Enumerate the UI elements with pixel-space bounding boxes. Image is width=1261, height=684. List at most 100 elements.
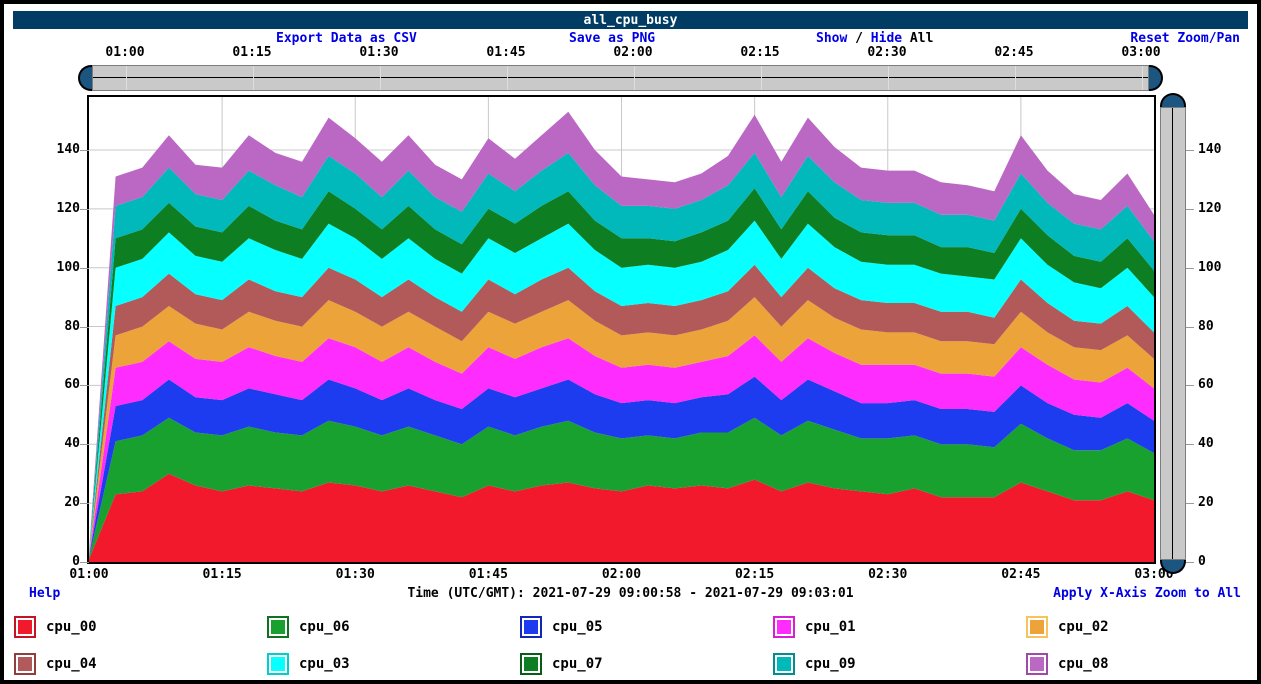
range-slider-right-handle[interactable] bbox=[1149, 65, 1163, 91]
show-hide-all-control: Show / Hide All bbox=[816, 31, 933, 46]
y-tick-label-right: 20 bbox=[1198, 495, 1214, 511]
area-series-cpu_04[interactable] bbox=[89, 264, 1154, 555]
y-tick-mark-left bbox=[80, 385, 89, 387]
area-series-cpu_03[interactable] bbox=[89, 220, 1154, 555]
legend-item-cpu_06[interactable]: cpu_06 bbox=[267, 615, 520, 638]
show-hide-all-suffix: All bbox=[902, 31, 934, 46]
y-tick-mark-right bbox=[1185, 208, 1194, 210]
apply-xaxis-zoom-link[interactable]: Apply X-Axis Zoom to All bbox=[1053, 586, 1241, 601]
legend-swatch-cpu_08 bbox=[1026, 652, 1048, 675]
slider-time-label: 01:00 bbox=[105, 45, 145, 60]
range-slider-track[interactable] bbox=[92, 65, 1149, 91]
y-tick-label-left: 100 bbox=[56, 259, 80, 275]
page-title: all_cpu_busy bbox=[583, 12, 678, 28]
y-tick-label-left: 140 bbox=[56, 141, 80, 157]
legend-swatch-cpu_04 bbox=[14, 652, 36, 675]
legend-swatch-cpu_09 bbox=[773, 652, 795, 675]
help-link[interactable]: Help bbox=[29, 586, 61, 601]
vertical-slider-top-handle[interactable] bbox=[1160, 93, 1186, 107]
slider-time-label: 02:15 bbox=[740, 45, 780, 60]
y-tick-label-right: 140 bbox=[1198, 141, 1222, 157]
save-png-link[interactable]: Save as PNG bbox=[569, 31, 656, 46]
time-range-label: Time (UTC/GMT): 2021-07-29 09:00:58 - 20… bbox=[407, 586, 854, 601]
y-tick-mark-left bbox=[80, 444, 89, 446]
legend-item-cpu_00[interactable]: cpu_00 bbox=[14, 615, 267, 638]
legend-label: cpu_06 bbox=[299, 618, 350, 635]
area-series-cpu_08[interactable] bbox=[89, 111, 1154, 553]
vertical-slider-track[interactable] bbox=[1160, 107, 1186, 560]
legend-item-cpu_08[interactable]: cpu_08 bbox=[1026, 652, 1257, 675]
slider-tick bbox=[253, 66, 254, 90]
y-tick-label-left: 40 bbox=[64, 436, 80, 452]
y-tick-mark-right bbox=[1185, 326, 1194, 328]
y-tick-label-left: 0 bbox=[72, 554, 80, 569]
area-series-cpu_01[interactable] bbox=[89, 335, 1154, 557]
show-hide-separator: / bbox=[847, 31, 871, 46]
y-tick-mark-right bbox=[1185, 503, 1194, 505]
legend-label: cpu_09 bbox=[805, 655, 856, 672]
x-tick-label: 02:30 bbox=[868, 567, 908, 582]
vertical-slider-axis-line bbox=[1172, 108, 1173, 559]
legend-swatch-cpu_00 bbox=[14, 615, 36, 638]
y-tick-mark-right bbox=[1185, 267, 1194, 269]
y-tick-label-left: 20 bbox=[64, 495, 80, 511]
legend-item-cpu_05[interactable]: cpu_05 bbox=[520, 615, 773, 638]
slider-time-label: 02:00 bbox=[613, 45, 653, 60]
slider-tick bbox=[634, 66, 635, 90]
slider-time-label: 02:45 bbox=[994, 45, 1034, 60]
slider-tick bbox=[1015, 66, 1016, 90]
legend-item-cpu_07[interactable]: cpu_07 bbox=[520, 652, 773, 675]
area-series-cpu_06[interactable] bbox=[89, 417, 1154, 560]
legend-swatch-cpu_03 bbox=[267, 652, 289, 675]
chart-plot-area[interactable] bbox=[87, 95, 1156, 564]
legend-label: cpu_07 bbox=[552, 655, 603, 672]
area-series-cpu_09[interactable] bbox=[89, 152, 1154, 553]
legend-item-cpu_04[interactable]: cpu_04 bbox=[14, 652, 267, 675]
slider-tick bbox=[380, 66, 381, 90]
y-tick-label-right: 80 bbox=[1198, 318, 1214, 334]
y-tick-mark-right bbox=[1185, 149, 1194, 151]
y-tick-label-left: 60 bbox=[64, 377, 80, 393]
x-tick-label: 01:15 bbox=[202, 567, 242, 582]
x-tick-label: 02:00 bbox=[601, 567, 642, 582]
hide-all-link[interactable]: Hide bbox=[870, 31, 903, 46]
legend-item-cpu_03[interactable]: cpu_03 bbox=[267, 652, 520, 675]
legend-label: cpu_04 bbox=[46, 655, 97, 672]
area-series-cpu_07[interactable] bbox=[89, 188, 1154, 554]
slider-time-label: 01:45 bbox=[486, 45, 526, 60]
export-csv-link[interactable]: Export Data as CSV bbox=[276, 31, 417, 46]
legend: cpu_00 cpu_06 cpu_05 cpu_01 cpu_02 cpu_04 cpu_… bbox=[14, 608, 1257, 680]
range-slider-left-handle[interactable] bbox=[78, 65, 92, 91]
legend-item-cpu_01[interactable]: cpu_01 bbox=[773, 615, 1026, 638]
legend-swatch-cpu_01 bbox=[773, 615, 795, 638]
stacked-area-chart[interactable] bbox=[89, 97, 1154, 562]
area-series-cpu_00[interactable] bbox=[89, 473, 1154, 562]
x-tick-label: 01:30 bbox=[335, 567, 375, 582]
x-tick-label: 02:15 bbox=[735, 567, 775, 582]
y-tick-mark-left bbox=[80, 562, 89, 563]
y-tick-label-right: 120 bbox=[1198, 200, 1222, 216]
area-series-cpu_02[interactable] bbox=[89, 297, 1154, 556]
y-tick-mark-left bbox=[80, 326, 89, 328]
reset-zoom-pan-link[interactable]: Reset Zoom/Pan bbox=[1130, 31, 1240, 46]
toolbar: Export Data as CSV Save as PNG Show / Hi… bbox=[4, 31, 1257, 47]
slider-tick bbox=[507, 66, 508, 90]
legend-swatch-cpu_02 bbox=[1026, 615, 1048, 638]
x-tick-label: 01:00 bbox=[69, 567, 109, 582]
legend-swatch-cpu_06 bbox=[267, 615, 289, 638]
slider-time-label: 02:30 bbox=[867, 45, 907, 60]
y-tick-mark-left bbox=[80, 267, 89, 269]
y-tick-mark-right bbox=[1185, 444, 1194, 446]
legend-label: cpu_08 bbox=[1058, 655, 1109, 672]
show-all-link[interactable]: Show bbox=[816, 31, 848, 46]
slider-time-label: 03:00 bbox=[1121, 45, 1161, 60]
slider-tick bbox=[761, 66, 762, 90]
x-tick-label: 02:45 bbox=[1001, 567, 1041, 582]
legend-item-cpu_09[interactable]: cpu_09 bbox=[773, 652, 1026, 675]
y-tick-label-right: 0 bbox=[1198, 554, 1206, 569]
legend-item-cpu_02[interactable]: cpu_02 bbox=[1026, 615, 1257, 638]
area-series-cpu_05[interactable] bbox=[89, 376, 1154, 558]
legend-label: cpu_02 bbox=[1058, 618, 1109, 635]
y-tick-mark-left bbox=[80, 208, 89, 210]
